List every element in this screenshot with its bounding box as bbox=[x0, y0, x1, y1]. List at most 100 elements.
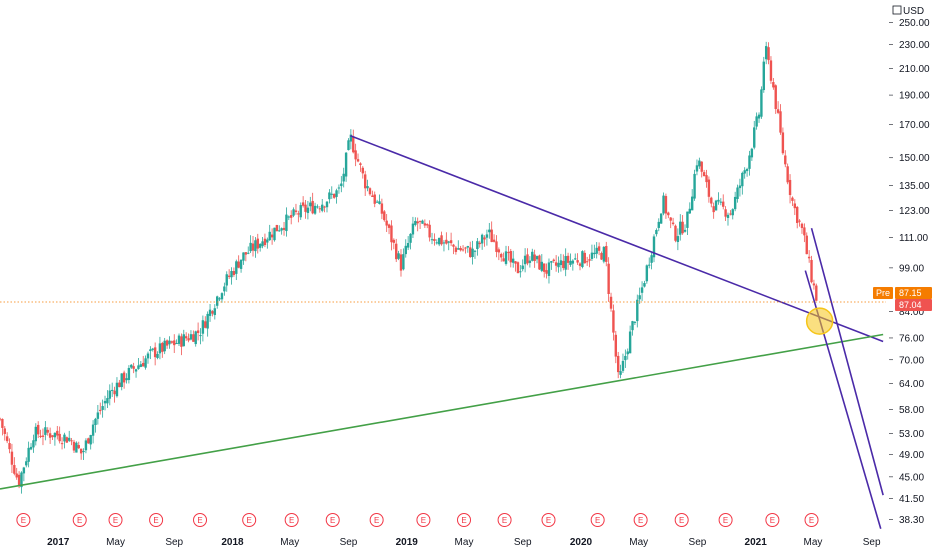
earnings-marker[interactable]: E bbox=[416, 513, 431, 527]
price-tick-label: 84.00 bbox=[899, 307, 924, 318]
candle-down bbox=[113, 390, 116, 395]
earnings-marker-circle bbox=[16, 513, 31, 527]
earnings-marker[interactable]: E bbox=[765, 513, 780, 527]
earnings-marker[interactable]: E bbox=[674, 513, 689, 527]
earnings-marker[interactable]: E bbox=[804, 513, 819, 527]
candle-down bbox=[514, 261, 517, 264]
earnings-marker[interactable]: E bbox=[108, 513, 123, 527]
candle-up bbox=[285, 214, 288, 232]
candle-down bbox=[454, 247, 458, 252]
candle-down bbox=[153, 347, 157, 358]
candle-down bbox=[769, 60, 773, 81]
candle-up bbox=[213, 308, 217, 316]
candle-down bbox=[363, 174, 367, 189]
candle-up bbox=[757, 114, 761, 119]
candle-down bbox=[729, 213, 732, 215]
candle-down bbox=[772, 82, 775, 88]
earnings-marker[interactable]: E bbox=[16, 513, 31, 527]
candle-up bbox=[676, 236, 680, 243]
candle-up bbox=[206, 313, 209, 329]
candle-up bbox=[693, 173, 696, 199]
candle-down bbox=[387, 224, 391, 228]
candle-up bbox=[75, 442, 78, 453]
earnings-marker[interactable]: E bbox=[369, 513, 384, 527]
candle-up bbox=[648, 264, 651, 266]
pre-market-badge bbox=[873, 287, 893, 299]
candle-down bbox=[798, 220, 801, 222]
candle-down bbox=[70, 440, 73, 442]
candle-down bbox=[712, 206, 715, 213]
candle-down bbox=[786, 166, 789, 183]
price-axis[interactable]: USD 250.00 230.00 210.00 190.00 170.00 150.00… bbox=[889, 5, 930, 526]
earnings-marker[interactable]: E bbox=[242, 513, 257, 527]
earnings-marker[interactable]: E bbox=[457, 513, 472, 527]
candle-down bbox=[612, 310, 615, 333]
candle-down bbox=[545, 270, 548, 274]
candle-up bbox=[531, 251, 534, 261]
candle-down bbox=[776, 109, 780, 113]
candle-down bbox=[297, 213, 300, 215]
time-tick-label: 2017 bbox=[47, 537, 70, 548]
candle-up bbox=[695, 165, 699, 172]
candle-up bbox=[337, 187, 341, 189]
currency-dropdown-icon[interactable] bbox=[892, 5, 902, 15]
earnings-marker-label: E bbox=[21, 516, 26, 525]
candle-up bbox=[151, 348, 154, 350]
candle-down bbox=[788, 179, 792, 195]
earnings-marker-label: E bbox=[153, 516, 158, 525]
earnings-marker[interactable]: E bbox=[72, 513, 87, 527]
candle-up bbox=[760, 89, 763, 117]
candle-up bbox=[309, 202, 312, 207]
candle-down bbox=[779, 111, 782, 133]
candle-down bbox=[368, 188, 372, 195]
price-tick-label: 210.00 bbox=[899, 64, 930, 75]
candle-down bbox=[583, 252, 586, 264]
candle-up bbox=[504, 251, 508, 264]
earnings-marker[interactable]: E bbox=[325, 513, 340, 527]
candle-up bbox=[404, 245, 407, 255]
candle-down bbox=[399, 254, 403, 271]
candle-up bbox=[409, 233, 412, 243]
earnings-marker[interactable]: E bbox=[149, 513, 164, 527]
earnings-marker[interactable]: E bbox=[541, 513, 556, 527]
candle-down bbox=[251, 243, 255, 251]
candle-up bbox=[273, 227, 276, 241]
candle-down bbox=[597, 246, 601, 251]
candle-up bbox=[20, 472, 23, 488]
earnings-marker[interactable]: E bbox=[718, 513, 733, 527]
candle-down bbox=[311, 200, 314, 214]
candle-up bbox=[643, 283, 646, 287]
candle-down bbox=[0, 418, 2, 420]
candle-down bbox=[1, 419, 4, 428]
currency-label: USD bbox=[903, 6, 924, 17]
candle-up bbox=[258, 243, 262, 248]
earnings-marker[interactable]: E bbox=[497, 513, 512, 527]
candle-up bbox=[139, 364, 143, 367]
candle-up bbox=[657, 221, 660, 228]
price-tick-label: 64.00 bbox=[899, 379, 924, 390]
candle-up bbox=[194, 331, 197, 345]
candle-down bbox=[56, 430, 59, 436]
candle-down bbox=[392, 239, 396, 243]
candle-up bbox=[564, 256, 567, 270]
pre-market-price: 87.15 bbox=[899, 288, 922, 298]
candle-up bbox=[480, 234, 484, 244]
price-tick-label: 170.00 bbox=[899, 120, 930, 131]
earnings-marker[interactable]: E bbox=[590, 513, 605, 527]
price-tick-label: 49.00 bbox=[899, 450, 924, 461]
earnings-marker[interactable]: E bbox=[633, 513, 648, 527]
candle-up bbox=[189, 334, 193, 340]
earnings-marker[interactable]: E bbox=[193, 513, 208, 527]
earnings-marker[interactable]: E bbox=[284, 513, 299, 527]
candle-up bbox=[235, 261, 238, 274]
candle-up bbox=[528, 260, 532, 263]
candle-up bbox=[125, 378, 128, 381]
candle-down bbox=[380, 203, 384, 214]
time-axis[interactable]: 2017 May Sep 2018 May Sep 2019 May Sep 2020 May Sep… bbox=[47, 537, 881, 548]
candle-up bbox=[44, 427, 47, 435]
candle-down bbox=[428, 224, 431, 238]
candle-down bbox=[418, 220, 422, 222]
candle-up bbox=[120, 373, 123, 388]
candle-down bbox=[72, 441, 76, 451]
